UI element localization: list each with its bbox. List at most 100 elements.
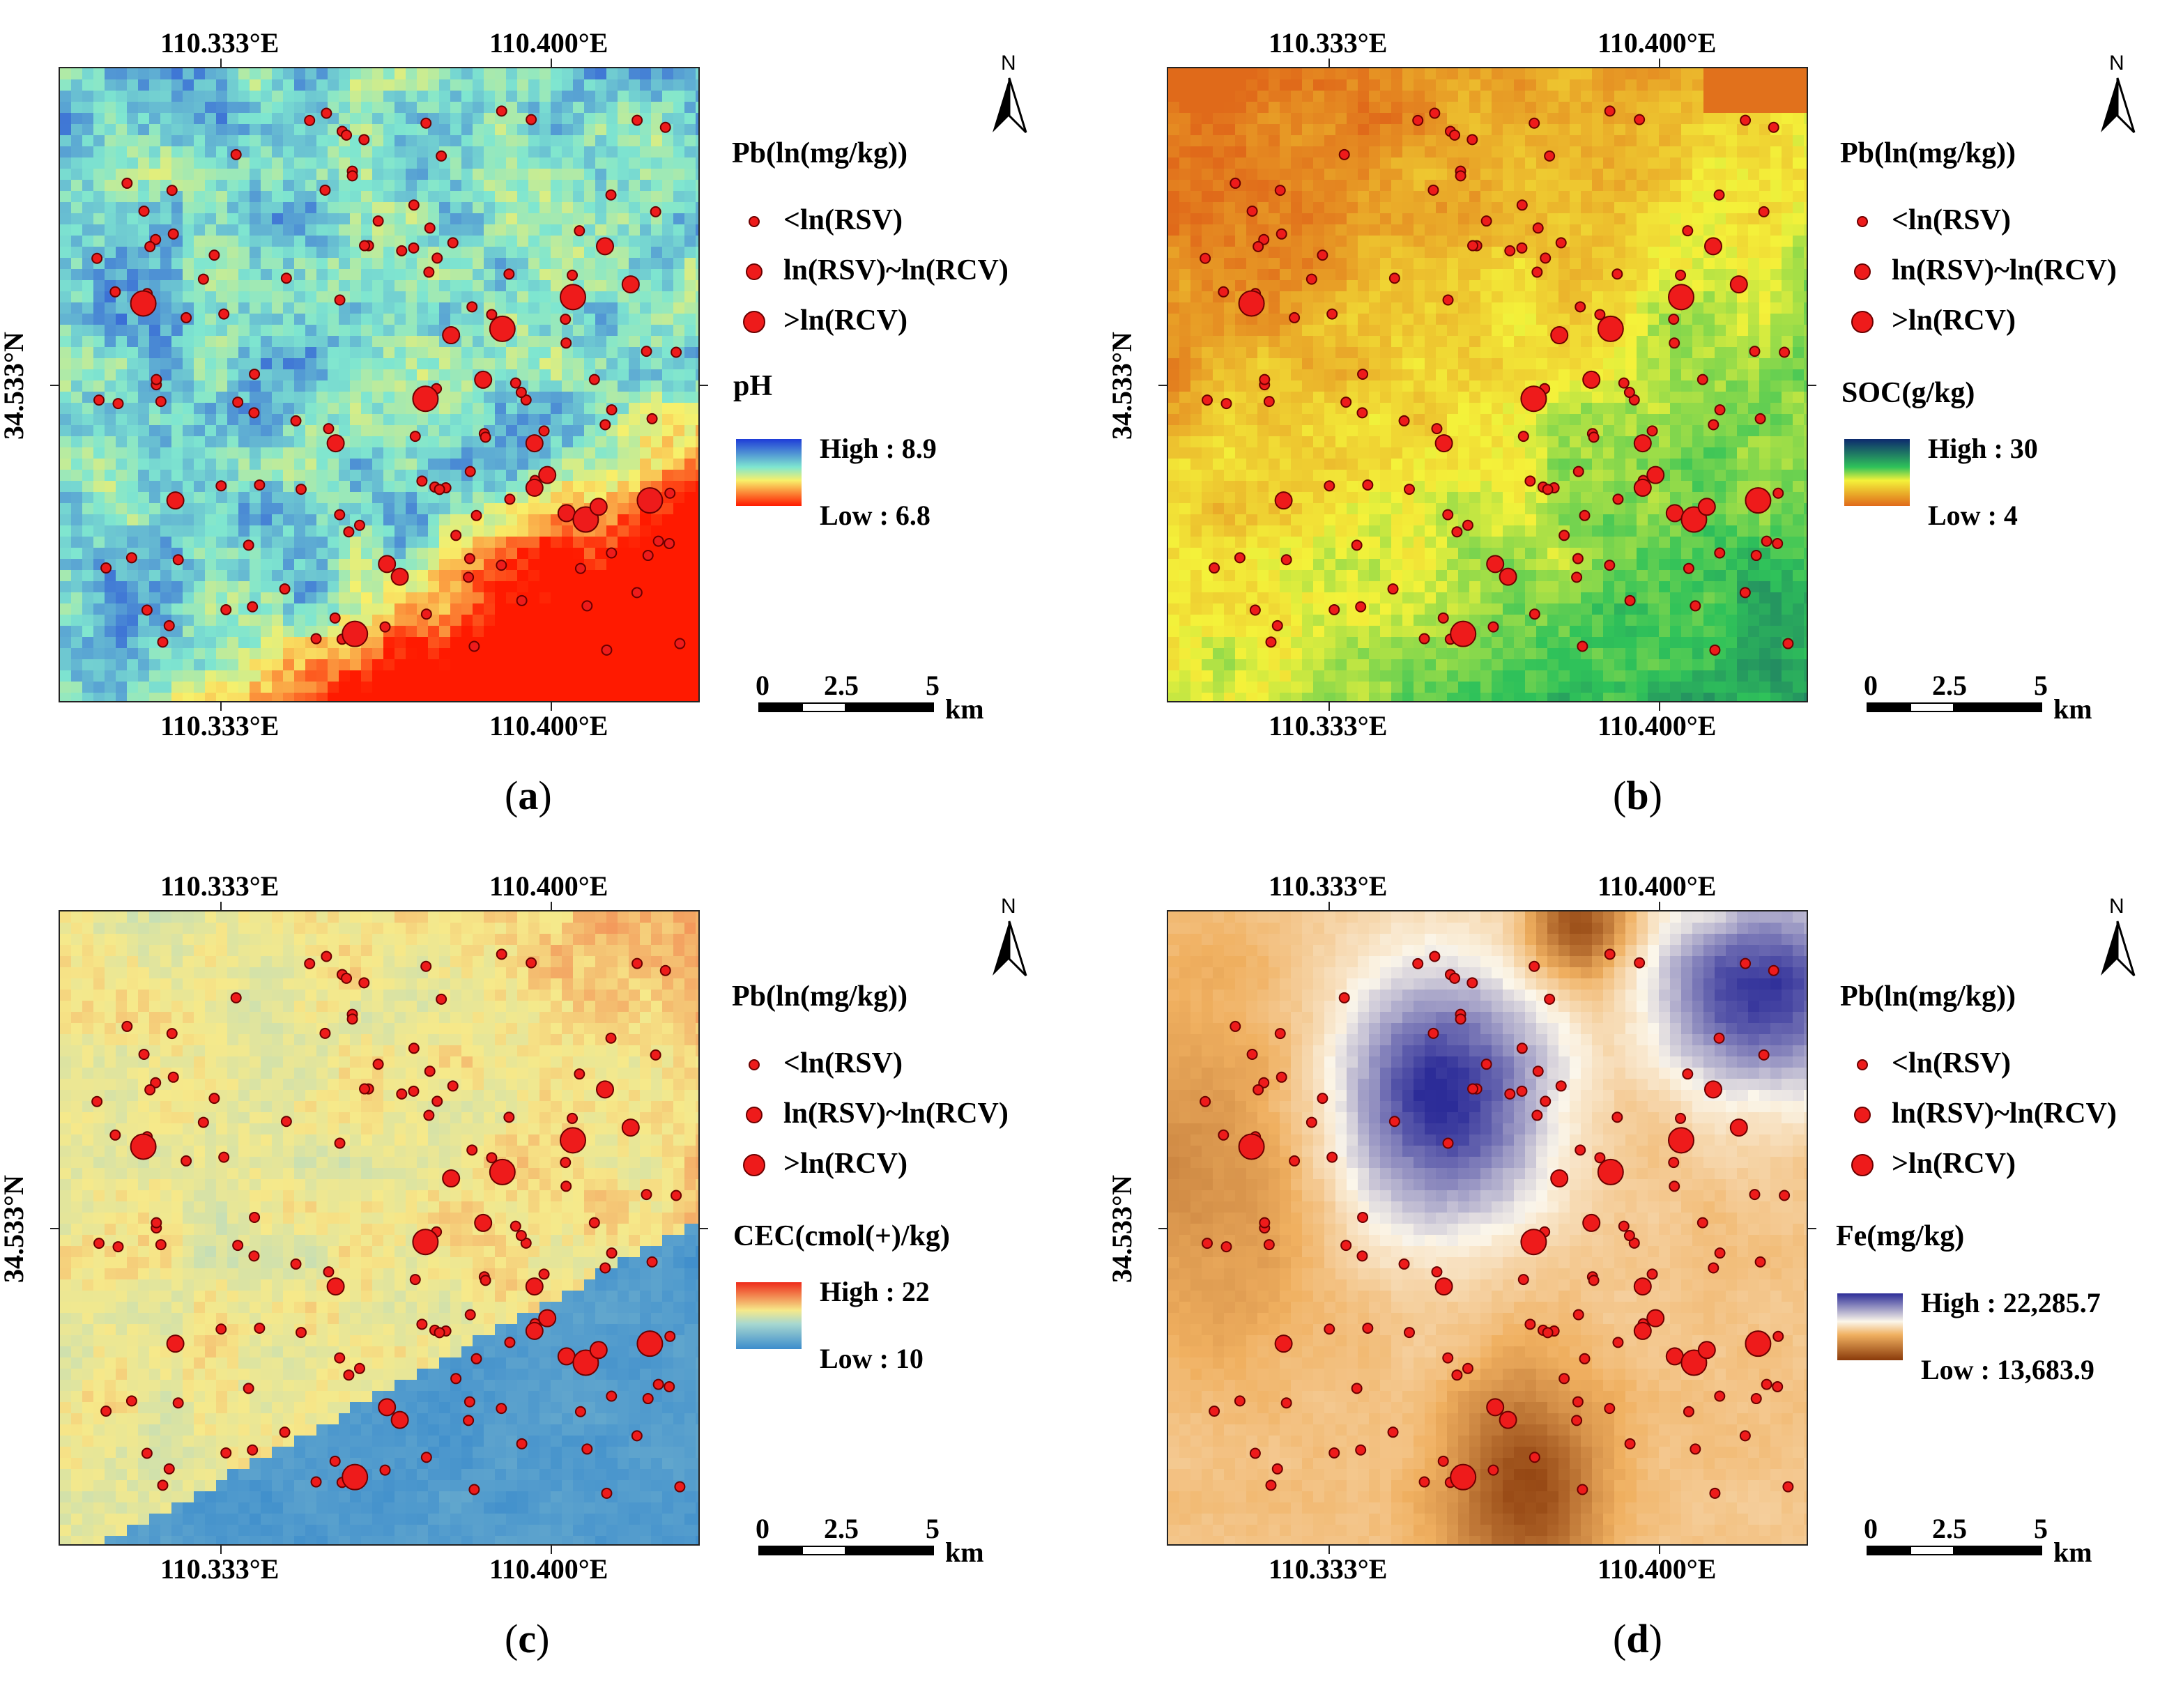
sample-point-low	[1555, 1080, 1567, 1092]
sample-point-mid	[1434, 434, 1453, 453]
sample-point-low	[321, 107, 332, 119]
sample-point-low	[1289, 311, 1301, 323]
sample-point-low	[220, 603, 232, 615]
sample-point-mid	[166, 1334, 185, 1353]
sample-point-low	[1467, 240, 1479, 252]
sample-point-low	[652, 1378, 664, 1390]
sample-point-mid	[1633, 1321, 1652, 1340]
lon-label-top-right: 110.400°E	[1598, 27, 1717, 59]
sample-point-low	[215, 1323, 227, 1335]
sample-point-low	[232, 397, 244, 408]
legend-class-2: ln(RSV)~ln(RCV)	[783, 1098, 1009, 1130]
lat-tick	[50, 385, 59, 386]
sample-point-low	[567, 269, 579, 281]
sample-point-low	[1516, 1085, 1528, 1097]
sample-point-low	[1579, 509, 1591, 521]
sample-point-low	[91, 1095, 103, 1107]
sample-point-mid	[1582, 1213, 1601, 1232]
sample-point-low	[1579, 1353, 1591, 1364]
scale-bar: 0 2.5 5 km	[1864, 669, 2092, 725]
sample-point-mid	[1697, 498, 1716, 516]
sample-point-low	[1466, 134, 1478, 146]
sample-point-low	[486, 1152, 498, 1164]
sample-point-low	[1708, 1262, 1719, 1274]
sample-point-low	[1675, 269, 1687, 281]
lon-label-bottom-left: 110.333°E	[1269, 710, 1388, 741]
sample-point-low	[157, 1479, 169, 1491]
sample-point-low	[1387, 1426, 1399, 1438]
sample-point-low	[431, 1095, 443, 1107]
points-legend-title: Pb(ln(mg/kg))	[1840, 137, 2016, 169]
sample-point-low	[1516, 199, 1528, 211]
sample-point-high	[1745, 1330, 1772, 1357]
sample-point-low	[280, 1116, 292, 1128]
sample-point-mid	[1633, 478, 1652, 497]
ramp-high-label: High : 8.9	[820, 433, 937, 464]
sample-point-low	[1388, 1116, 1400, 1128]
sample-point-mid	[1665, 504, 1684, 523]
lon-label-bottom-right: 110.400°E	[1598, 710, 1717, 741]
scale-label-mid: 2.5	[1932, 1513, 1967, 1544]
legend-point-symbol-icon	[746, 1107, 763, 1123]
sample-point-low	[581, 1443, 593, 1455]
sample-point-low	[1524, 475, 1536, 487]
sample-point-low	[652, 535, 664, 547]
sample-point-low	[1750, 550, 1762, 562]
sample-point-high	[412, 385, 439, 413]
sample-point-low	[181, 1155, 192, 1167]
sample-point-low	[141, 604, 153, 616]
sample-point-low	[304, 114, 316, 126]
sample-point-low	[1696, 374, 1708, 385]
sample-point-low	[1682, 1068, 1694, 1080]
sample-point-high	[489, 1158, 516, 1185]
sample-point-low	[599, 419, 611, 431]
sample-point-low	[463, 1415, 475, 1426]
sample-point-low	[323, 423, 335, 435]
sample-point-low	[1449, 129, 1461, 141]
sample-point-low	[1253, 1084, 1264, 1095]
sample-point-low	[163, 620, 175, 631]
sample-point-low	[416, 1318, 428, 1330]
sample-point-high	[1520, 385, 1547, 413]
sample-point-low	[1604, 1403, 1616, 1415]
map-raster	[59, 910, 700, 1546]
sample-point-low	[1466, 977, 1478, 989]
sample-point-low	[310, 633, 322, 645]
sample-point-low	[1714, 404, 1726, 416]
sample-point-low	[1324, 480, 1335, 492]
sample-point-low	[1668, 1157, 1680, 1169]
sample-point-mid	[525, 434, 544, 453]
sample-point-low	[1340, 397, 1352, 408]
sample-point-mid	[557, 1347, 576, 1366]
sample-point-low	[538, 425, 550, 437]
sample-point-low	[138, 205, 150, 217]
sample-point-low	[353, 1362, 365, 1374]
sample-point-low	[172, 1397, 184, 1409]
sample-point-low	[646, 413, 658, 424]
sample-point-low	[1594, 1152, 1606, 1164]
sample-point-high	[1520, 1229, 1547, 1256]
sample-point-low	[1462, 1362, 1473, 1374]
sample-point-low	[434, 484, 445, 495]
sample-point-low	[641, 346, 652, 357]
sample-point-low	[91, 252, 103, 264]
sample-point-low	[1594, 309, 1606, 321]
raster-legend-title: Fe(mg/kg)	[1836, 1220, 1965, 1252]
sample-point-low	[1750, 1393, 1762, 1405]
sample-point-low	[151, 374, 162, 385]
sample-point-low	[379, 621, 391, 633]
sample-point-low	[1761, 535, 1772, 547]
sample-point-low	[1772, 487, 1784, 499]
sample-point-mid	[557, 504, 576, 523]
lat-label: 34.533°N	[0, 332, 29, 440]
sample-point-low	[1604, 948, 1616, 960]
sample-point-low	[249, 1211, 261, 1223]
legend-point-symbol-icon	[1857, 1059, 1868, 1070]
sample-point-low	[1246, 205, 1258, 217]
lat-tick	[1158, 1228, 1167, 1229]
sample-point-low	[574, 225, 585, 237]
sample-point-low	[641, 1189, 652, 1201]
scale-label-mid: 2.5	[1932, 670, 1967, 701]
sample-point-mid	[538, 466, 557, 484]
sample-point-low	[396, 245, 408, 256]
